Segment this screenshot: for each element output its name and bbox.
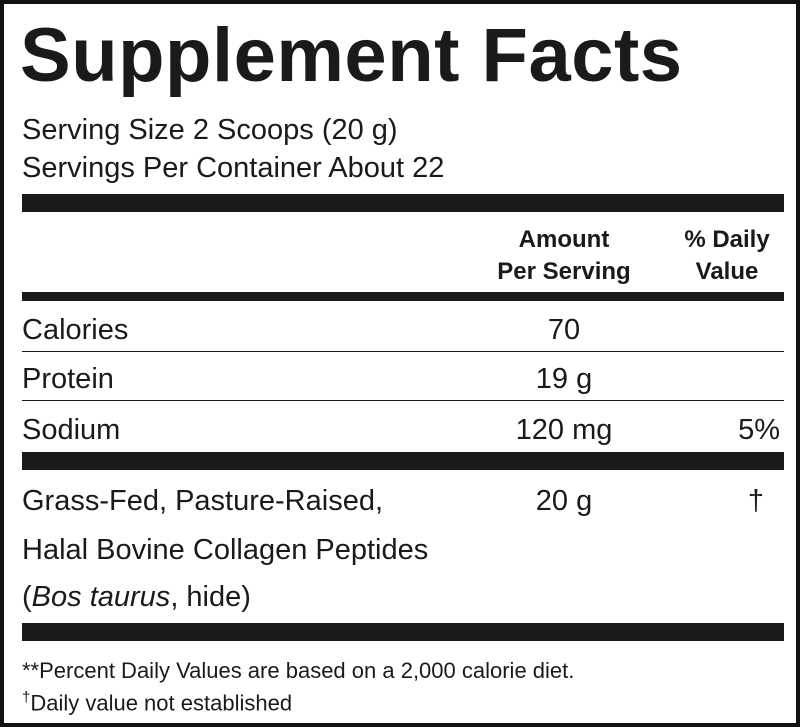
nutrient-amount: 19 g: [535, 363, 593, 395]
header-daily-value: % Daily: [684, 226, 770, 253]
nutrient-daily-value: 5%: [738, 414, 780, 446]
thick-rule: [22, 452, 784, 470]
nutrient-name: Calories: [22, 314, 129, 346]
ingredient-amount: 20 g: [535, 485, 593, 517]
servings-per-container: Servings Per Container About 22: [22, 152, 445, 184]
ingredient-source-text: (: [22, 581, 32, 613]
footnote: †Daily value not established: [22, 690, 292, 714]
footnote: **Percent Daily Values are based on a 2,…: [22, 658, 575, 683]
serving-size: Serving Size 2 Scoops (20 g): [22, 114, 398, 146]
ingredient-source-text: , hide): [170, 581, 251, 613]
ingredient-name: Halal Bovine Collagen Peptides: [22, 534, 429, 566]
header-amount: Per Serving: [497, 258, 631, 285]
footnote-text: Daily value not established: [30, 690, 293, 716]
ingredient-source-species: Bos taurus: [31, 581, 171, 613]
thick-rule: [22, 623, 784, 641]
ingredient-source: (Bos taurus, hide): [22, 583, 251, 612]
nutrient-amount: 120 mg: [515, 414, 613, 446]
row-rule: [22, 400, 784, 401]
header-daily-value: Value: [695, 258, 759, 285]
nutrient-amount: 70: [547, 314, 581, 346]
ingredient-daily-value: †: [747, 485, 764, 517]
medium-rule: [22, 292, 784, 301]
title: Supplement Facts: [20, 13, 683, 98]
nutrient-name: Sodium: [22, 414, 121, 446]
footnote-mark: †: [22, 689, 31, 706]
thick-rule: [22, 194, 784, 212]
row-rule: [22, 351, 784, 352]
nutrient-name: Protein: [22, 363, 114, 395]
ingredient-name: Grass-Fed, Pasture-Raised,: [22, 485, 384, 517]
header-amount: Amount: [518, 226, 610, 253]
